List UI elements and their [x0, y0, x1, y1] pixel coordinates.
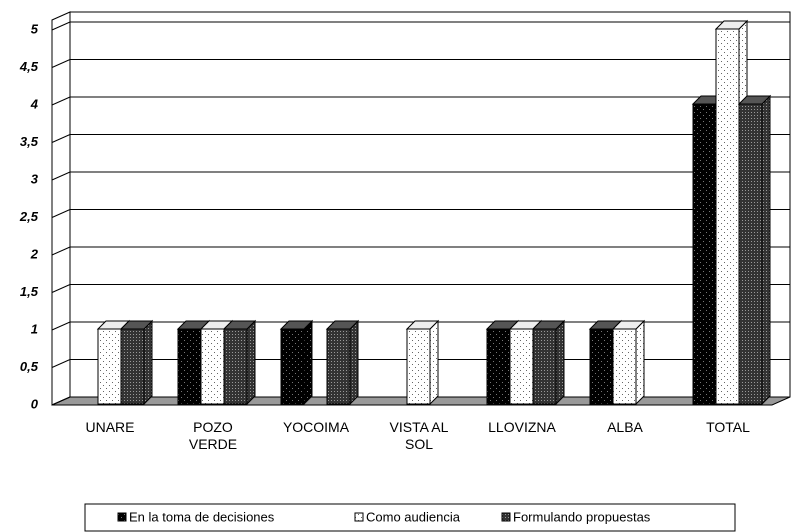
bar-side [303, 319, 313, 406]
legend-swatch [354, 512, 364, 522]
bar-side [635, 319, 645, 406]
x-tick-label: UNARE [85, 419, 135, 435]
grid-line-side [51, 134, 71, 143]
grid-line-side [51, 359, 71, 368]
bar-front [177, 328, 202, 405]
legend: En la toma de decisiones Como audiencia Fo… [84, 503, 736, 532]
x-tick-label: LLOVIZNA [488, 419, 556, 435]
bar-top [279, 320, 314, 330]
bar-front [692, 103, 717, 405]
legend-swatch [501, 512, 511, 522]
bar-top [119, 320, 154, 330]
x-tick-label: VISTA AL SOL [389, 419, 449, 452]
bar [531, 319, 566, 406]
bar-top [531, 320, 566, 330]
y-tick-label: 1 [31, 321, 38, 336]
bar-side [246, 319, 256, 406]
bar-front [612, 328, 637, 405]
bar [279, 319, 314, 406]
x-tick-label: POZO VERDE [188, 419, 238, 452]
grid-line-side [51, 21, 71, 31]
bar-front [486, 328, 511, 405]
bar-front [223, 328, 248, 405]
bar [325, 319, 360, 406]
x-tick-label: TOTAL [706, 419, 750, 435]
grid-line-side [51, 284, 71, 293]
bar [119, 319, 154, 406]
bar-front [509, 328, 534, 405]
bar-front [715, 28, 740, 405]
side-wall [51, 11, 71, 406]
bar-side [761, 94, 771, 406]
y-tick-label: 2,5 [19, 209, 39, 224]
y-tick-label: 3,5 [20, 134, 39, 149]
grid-line-side [51, 321, 71, 331]
legend-box [84, 503, 736, 532]
bar-side [555, 319, 565, 406]
bar-top [325, 320, 360, 330]
grid-line-side [51, 246, 71, 256]
y-tick-label: 0 [31, 396, 39, 411]
bar-front [200, 328, 225, 405]
bar-top [222, 320, 257, 330]
x-tick-label: YOCOIMA [282, 419, 350, 435]
bar-front [532, 328, 557, 405]
y-tick-label: 5 [31, 21, 39, 36]
grid-line-side [51, 209, 71, 218]
bar-side [143, 319, 153, 406]
bar [222, 319, 257, 406]
y-tick-label: 4 [30, 96, 39, 111]
grid-line-side [51, 396, 71, 406]
bar-front [120, 328, 145, 405]
grid-line-side [51, 96, 71, 106]
y-tick-label: 1,5 [20, 284, 39, 299]
bar-side [429, 319, 439, 406]
bar [405, 319, 440, 406]
bar-side [349, 319, 359, 406]
legend-swatch [117, 512, 127, 522]
grid-line-side [51, 59, 71, 68]
y-tick-label: 3 [31, 171, 39, 186]
y-tick-label: 2 [30, 246, 39, 261]
bar-top [611, 320, 646, 330]
bar-front [589, 328, 614, 405]
bar [737, 94, 772, 406]
bar-top [405, 320, 440, 330]
bar-front [280, 328, 305, 405]
x-tick-label: ALBA [607, 419, 643, 435]
bar-front [406, 328, 431, 405]
bar-front [738, 103, 763, 405]
bar [611, 319, 646, 406]
bar-top [714, 20, 749, 30]
y-tick-label: 4,5 [19, 59, 39, 74]
y-tick-label: 0,5 [20, 359, 39, 374]
legend-label: Formulando propuestas [513, 509, 651, 524]
bar-front [326, 328, 351, 405]
legend-label: Como audiencia [366, 509, 461, 524]
legend-label: En la toma de decisiones [129, 509, 275, 524]
grid-line-side [51, 171, 71, 181]
bar-front [97, 328, 122, 405]
bar-top [737, 95, 772, 105]
